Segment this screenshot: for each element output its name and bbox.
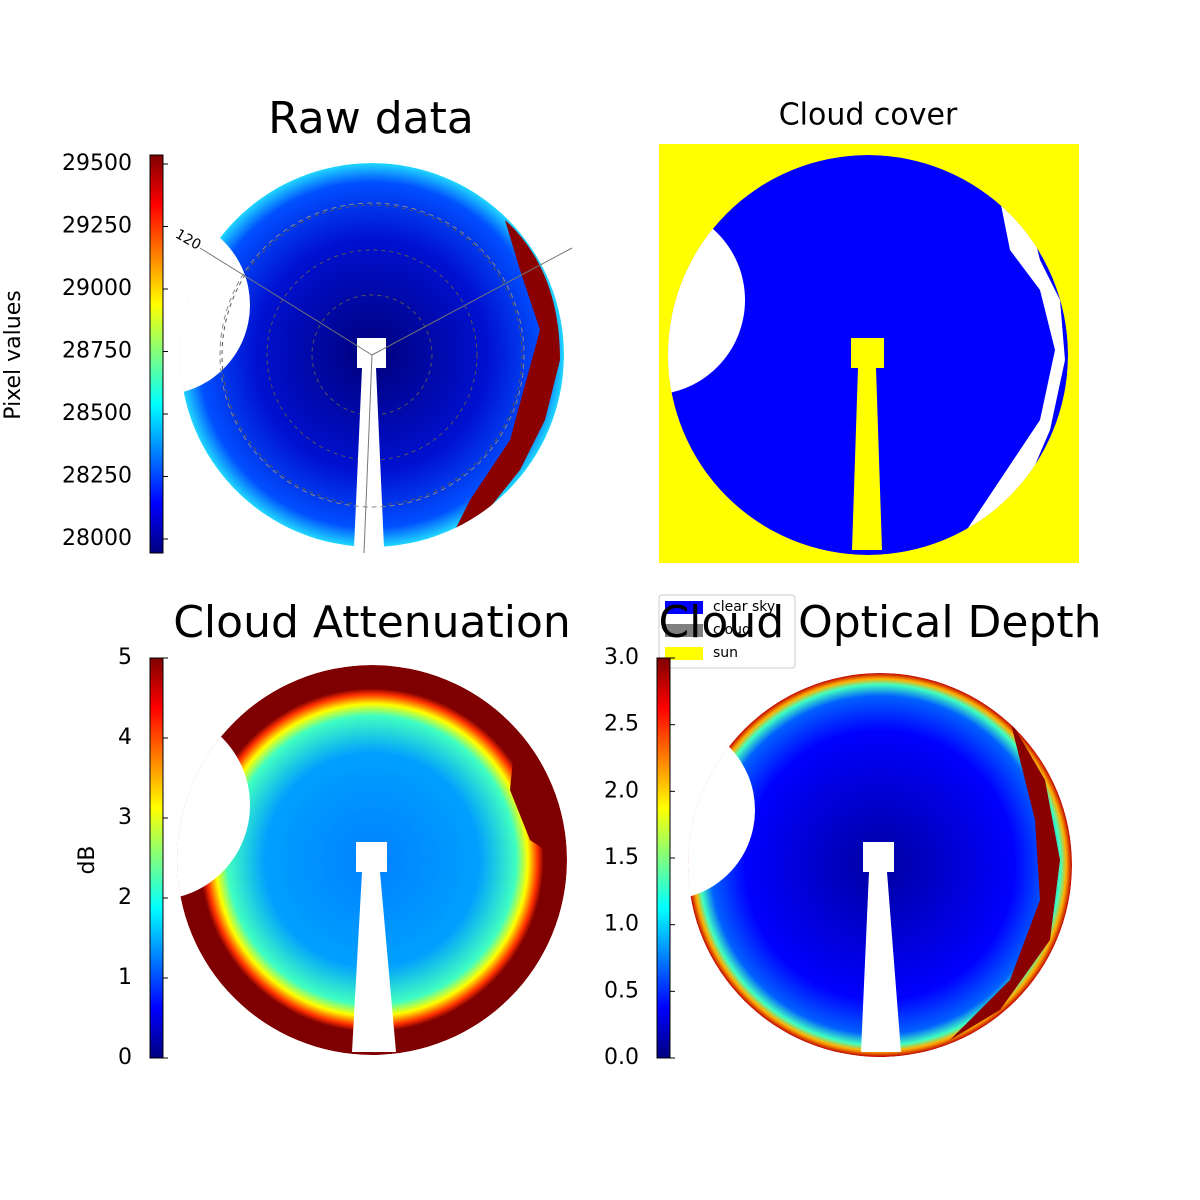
colorbar-tick-label: 0.5 bbox=[604, 978, 639, 1003]
colorbar-tick-label: 5 bbox=[118, 645, 132, 670]
colorbar-tick-label: 0 bbox=[118, 1045, 132, 1070]
colorbar-tick-label: 3 bbox=[118, 805, 132, 830]
colorbar bbox=[656, 657, 671, 1059]
azimuth-line bbox=[363, 354, 373, 554]
panel-title: Cloud Optical Depth bbox=[658, 597, 1101, 648]
panel-title: Raw data bbox=[268, 93, 474, 144]
colorbar-tick-label: 29000 bbox=[62, 276, 132, 301]
colorbar-tick-label: 28750 bbox=[62, 339, 132, 364]
colorbar-tick-label: 29500 bbox=[62, 151, 132, 176]
legend-label: sun bbox=[713, 645, 738, 661]
colorbar-tick-label: 1.5 bbox=[604, 845, 639, 870]
colorbar-tick-label: 29250 bbox=[62, 214, 132, 239]
raw-image bbox=[180, 163, 564, 547]
colorbar-tick-label: 28000 bbox=[62, 526, 132, 551]
attenuation-image bbox=[177, 665, 567, 1055]
colorbar-tick-label: 4 bbox=[118, 725, 132, 750]
legend-swatch bbox=[665, 647, 703, 660]
azimuth-line bbox=[199, 247, 373, 356]
grid-circle bbox=[219, 202, 525, 508]
panel-title: Cloud Attenuation bbox=[173, 597, 571, 648]
legend-label: clear sky bbox=[713, 599, 775, 615]
cloud-cover-image bbox=[659, 144, 1079, 563]
legend-swatch bbox=[665, 601, 703, 614]
azimuth-line bbox=[371, 247, 573, 356]
panel-title: Cloud cover bbox=[779, 98, 958, 133]
colorbar bbox=[149, 154, 164, 554]
colorbar-tick-label: 2.0 bbox=[604, 778, 639, 803]
colorbar-label: dB bbox=[75, 845, 100, 874]
annotation: 120 bbox=[172, 226, 203, 253]
optical-depth-image bbox=[688, 673, 1072, 1057]
colorbar bbox=[149, 657, 164, 1059]
colorbar-tick-label: 3.0 bbox=[604, 645, 639, 670]
legend-label: cloud bbox=[713, 622, 751, 638]
colorbar-label: Pixel values bbox=[1, 290, 26, 419]
colorbar-tick-label: 28500 bbox=[62, 401, 132, 426]
colorbar-tick-label: 1.0 bbox=[604, 912, 639, 937]
colorbar-tick-label: 1 bbox=[118, 965, 132, 990]
colorbar-tick-label: 2 bbox=[118, 885, 132, 910]
colorbar-tick-label: 28250 bbox=[62, 464, 132, 489]
legend-swatch bbox=[665, 624, 703, 637]
colorbar-tick-label: 0.0 bbox=[604, 1045, 639, 1070]
colorbar-tick-label: 2.5 bbox=[604, 712, 639, 737]
